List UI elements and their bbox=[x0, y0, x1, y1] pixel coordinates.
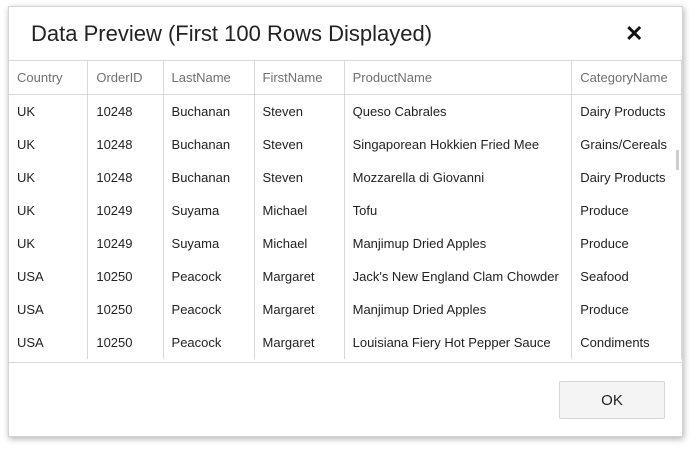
table-row[interactable]: UK 10248 Buchanan Steven Singaporean Hokkien… bbox=[9, 128, 682, 161]
cell-country: UK bbox=[9, 94, 89, 128]
close-icon[interactable]: ✕ bbox=[625, 21, 644, 46]
dialog-title: Data Preview (First 100 Rows Displayed) bbox=[31, 21, 433, 46]
cell-firstname: Margaret bbox=[254, 260, 345, 293]
cell-categoryname: Dairy Products bbox=[571, 161, 682, 194]
column-header-productname[interactable]: ProductName bbox=[344, 61, 573, 95]
cell-lastname: Peacock bbox=[163, 260, 255, 293]
cell-country: USA bbox=[9, 260, 89, 293]
cell-lastname: Buchanan bbox=[163, 94, 255, 128]
cell-lastname: Buchanan bbox=[163, 128, 255, 161]
cell-firstname: Margaret bbox=[254, 293, 345, 326]
cell-country: USA bbox=[9, 326, 89, 359]
data-preview-dialog: Data Preview (First 100 Rows Displayed) … bbox=[8, 6, 683, 437]
cell-productname: Singaporean Hokkien Fried Mee bbox=[344, 128, 573, 161]
ok-button[interactable]: OK bbox=[559, 381, 665, 419]
cell-productname: Mozzarella di Giovanni bbox=[344, 161, 573, 194]
cell-firstname: Margaret bbox=[254, 326, 345, 359]
table-row[interactable]: USA 10250 Peacock Margaret Manjimup Dried Ap… bbox=[9, 293, 682, 326]
cell-productname: Manjimup Dried Apples bbox=[344, 293, 573, 326]
cell-lastname: Buchanan bbox=[163, 161, 255, 194]
table-row[interactable]: USA 10250 Peacock Margaret Jack's New Englan… bbox=[9, 260, 682, 293]
column-header-orderid[interactable]: OrderID bbox=[87, 61, 164, 95]
cell-categoryname: Produce bbox=[571, 194, 682, 227]
cell-orderid: 10248 bbox=[87, 161, 164, 194]
data-grid: Country OrderID LastName FirstName ProductNa… bbox=[9, 60, 682, 363]
cell-firstname: Steven bbox=[254, 94, 345, 128]
cell-lastname: Suyama bbox=[163, 194, 255, 227]
cell-firstname: Steven bbox=[254, 128, 345, 161]
cell-productname: Tofu bbox=[344, 194, 573, 227]
cell-orderid: 10250 bbox=[87, 326, 164, 359]
table-row[interactable]: USA 10250 Peacock Margaret Louisiana Fiery H… bbox=[9, 326, 682, 359]
cell-orderid: 10249 bbox=[87, 194, 164, 227]
cell-country: UK bbox=[9, 227, 89, 260]
vertical-scrollbar[interactable] bbox=[676, 150, 679, 170]
cell-country: UK bbox=[9, 161, 89, 194]
table-row[interactable]: UK 10249 Suyama Michael Tofu Produce bbox=[9, 194, 682, 227]
cell-lastname: Peacock bbox=[163, 326, 255, 359]
cell-orderid: 10250 bbox=[87, 293, 164, 326]
header-row: Country OrderID LastName FirstName ProductNa… bbox=[9, 61, 682, 95]
cell-lastname: Suyama bbox=[163, 227, 255, 260]
cell-productname: Queso Cabrales bbox=[344, 94, 573, 128]
column-header-firstname[interactable]: FirstName bbox=[254, 61, 345, 95]
column-header-categoryname[interactable]: CategoryName bbox=[571, 61, 682, 95]
cell-lastname: Peacock bbox=[163, 293, 255, 326]
cell-firstname: Michael bbox=[254, 227, 345, 260]
cell-productname: Jack's New England Clam Chowder bbox=[344, 260, 573, 293]
table-row[interactable]: UK 10248 Buchanan Steven Queso Cabrales Dairy… bbox=[9, 94, 682, 128]
cell-country: UK bbox=[9, 128, 89, 161]
cell-country: USA bbox=[9, 293, 89, 326]
cell-categoryname: Dairy Products bbox=[571, 94, 682, 128]
table-row[interactable]: UK 10249 Suyama Michael Manjimup Dried Apple… bbox=[9, 227, 682, 260]
cell-firstname: Michael bbox=[254, 194, 345, 227]
cell-productname: Manjimup Dried Apples bbox=[344, 227, 573, 260]
cell-categoryname: Grains/Cereals bbox=[571, 128, 682, 161]
cell-categoryname: Produce bbox=[571, 227, 682, 260]
cell-categoryname: Seafood bbox=[571, 260, 682, 293]
column-header-country[interactable]: Country bbox=[9, 61, 89, 95]
cell-productname: Louisiana Fiery Hot Pepper Sauce bbox=[344, 326, 573, 359]
cell-categoryname: Produce bbox=[571, 293, 682, 326]
cell-orderid: 10250 bbox=[87, 260, 164, 293]
column-header-lastname[interactable]: LastName bbox=[163, 61, 255, 95]
cell-orderid: 10248 bbox=[87, 94, 164, 128]
cell-country: UK bbox=[9, 194, 89, 227]
cell-orderid: 10248 bbox=[87, 128, 164, 161]
table-row[interactable]: UK 10248 Buchanan Steven Mozzarella di Giova… bbox=[9, 161, 682, 194]
cell-firstname: Steven bbox=[254, 161, 345, 194]
cell-categoryname: Condiments bbox=[571, 326, 682, 359]
cell-orderid: 10249 bbox=[87, 227, 164, 260]
